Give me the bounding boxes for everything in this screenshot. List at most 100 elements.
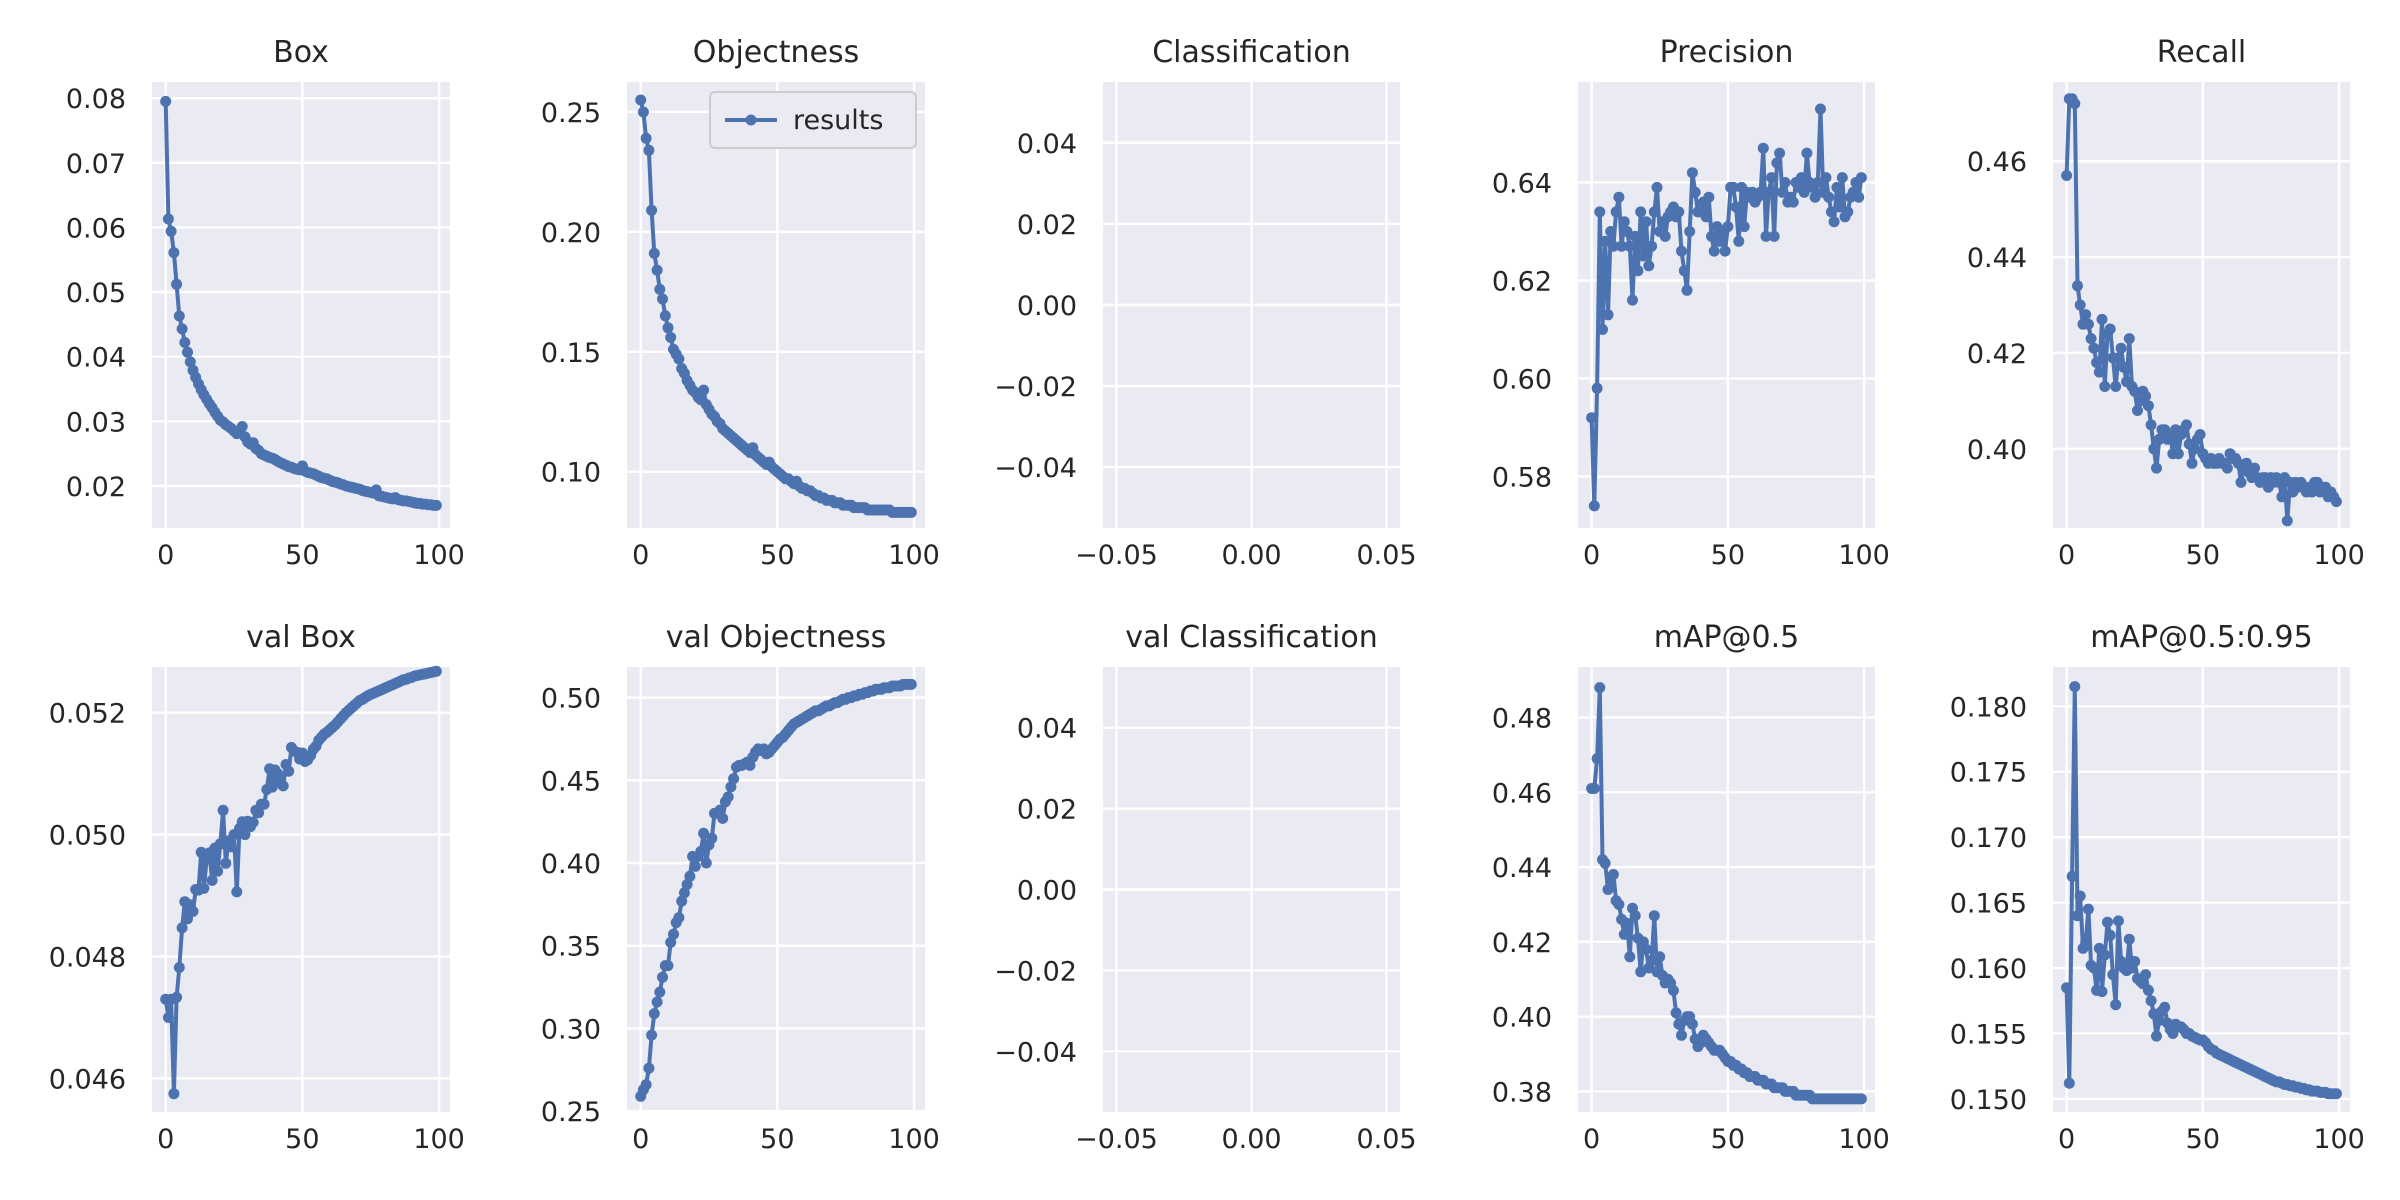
panel-6: 0 50 100 0.046 0.048 0.050 0.052 val Box	[49, 620, 465, 1155]
data-point	[1605, 226, 1617, 237]
panel-title: mAP@0.5	[1654, 620, 1800, 655]
data-point	[1667, 985, 1679, 996]
y-tick-label: 0.180	[1950, 692, 2027, 723]
data-point	[1727, 181, 1739, 193]
data-point	[1648, 206, 1660, 218]
data-point	[2123, 933, 2135, 945]
data-point	[1613, 191, 1625, 203]
data-point	[1651, 181, 1663, 193]
y-tick-label: 0.175	[1950, 758, 2027, 789]
data-point	[1607, 869, 1619, 880]
x-tick-label: 0.05	[1356, 540, 1416, 571]
y-tick-label: 0.62	[1492, 266, 1552, 297]
y-tick-label: 0.38	[1492, 1077, 1552, 1108]
data-point	[1681, 284, 1693, 296]
y-tick-label: 0.048	[49, 943, 126, 974]
data-point	[2140, 969, 2152, 981]
data-point	[2281, 515, 2293, 527]
data-point	[657, 971, 668, 983]
x-tick-label: 50	[285, 1124, 319, 1155]
data-point	[1689, 186, 1701, 198]
data-point	[657, 293, 668, 305]
data-point	[689, 860, 701, 872]
x-tick-label: 0.00	[1221, 540, 1281, 571]
data-point	[247, 816, 259, 828]
data-point	[659, 310, 671, 322]
data-point	[1635, 206, 1647, 218]
data-point	[728, 773, 740, 785]
data-point	[2189, 443, 2201, 455]
data-point	[2096, 986, 2108, 998]
y-tick-label: 0.07	[66, 149, 126, 180]
data-point	[2153, 433, 2165, 445]
y-tick-label: 0.04	[1017, 714, 1077, 745]
data-point	[2063, 1077, 2075, 1089]
x-tick-label: 100	[1838, 1124, 1890, 1155]
y-tick-label: 0.00	[1017, 876, 1077, 907]
data-point	[1842, 206, 1854, 218]
data-point	[646, 204, 658, 216]
y-tick-label: 0.20	[541, 218, 601, 249]
x-tick-label: −0.05	[1075, 1124, 1158, 1155]
y-tick-label: 0.64	[1492, 168, 1552, 199]
data-point	[1823, 191, 1835, 203]
data-point	[430, 665, 442, 677]
y-tick-label: 0.48	[1492, 703, 1552, 734]
data-point	[648, 1008, 660, 1020]
data-point	[2088, 342, 2100, 354]
x-tick-label: 0	[157, 1124, 174, 1155]
data-point	[654, 283, 666, 295]
data-point	[2249, 462, 2261, 474]
data-point	[173, 310, 185, 322]
data-point	[2099, 949, 2111, 961]
data-point	[678, 887, 690, 899]
data-point	[1760, 230, 1772, 242]
data-point	[2082, 318, 2094, 330]
data-point	[179, 337, 191, 348]
x-tick-label: 0	[2058, 1124, 2075, 1155]
data-point	[1787, 196, 1799, 208]
data-point	[1831, 181, 1843, 193]
data-point	[217, 804, 229, 816]
data-point	[1828, 216, 1840, 228]
data-point	[162, 213, 174, 225]
data-point	[253, 807, 265, 819]
y-tick-label: 0.60	[1492, 365, 1552, 396]
legend: results	[709, 91, 917, 149]
data-point	[1629, 910, 1641, 922]
data-point	[1588, 783, 1600, 794]
x-tick-label: 50	[760, 540, 794, 571]
y-tick-label: 0.46	[1967, 147, 2027, 178]
y-tick-label: 0.046	[49, 1064, 126, 1095]
data-point	[182, 346, 193, 358]
data-point	[1594, 682, 1606, 694]
panel-title: Precision	[1660, 35, 1794, 70]
data-point	[1586, 412, 1598, 424]
y-tick-label: 0.02	[66, 472, 126, 503]
y-tick-label: 0.155	[1950, 1019, 2027, 1050]
data-point	[220, 857, 232, 869]
data-point	[176, 323, 188, 335]
data-point	[2140, 390, 2152, 402]
y-tick-label: 0.42	[1492, 928, 1552, 959]
data-point	[1836, 172, 1848, 184]
y-tick-label: 0.30	[541, 1014, 601, 1045]
data-point	[1738, 221, 1750, 233]
plot-area	[1578, 667, 1875, 1112]
data-point	[1618, 216, 1630, 228]
data-point	[1607, 240, 1619, 252]
y-tick-label: 0.06	[66, 213, 126, 244]
data-point	[695, 846, 707, 857]
x-tick-label: 100	[413, 540, 465, 571]
data-point	[2194, 429, 2206, 440]
data-point	[2159, 1001, 2171, 1013]
data-point	[2082, 903, 2094, 915]
y-tick-label: −0.02	[994, 372, 1077, 403]
panel-title: val Objectness	[666, 620, 886, 655]
data-point	[2072, 910, 2083, 922]
panel-8: −0.05 0.00 0.05 −0.04 −0.02 0.00 0.02 0.04 val C…	[994, 620, 1416, 1155]
data-point	[2118, 361, 2130, 373]
data-point	[668, 928, 679, 940]
data-point	[2074, 299, 2086, 311]
y-tick-label: −0.02	[994, 956, 1077, 987]
